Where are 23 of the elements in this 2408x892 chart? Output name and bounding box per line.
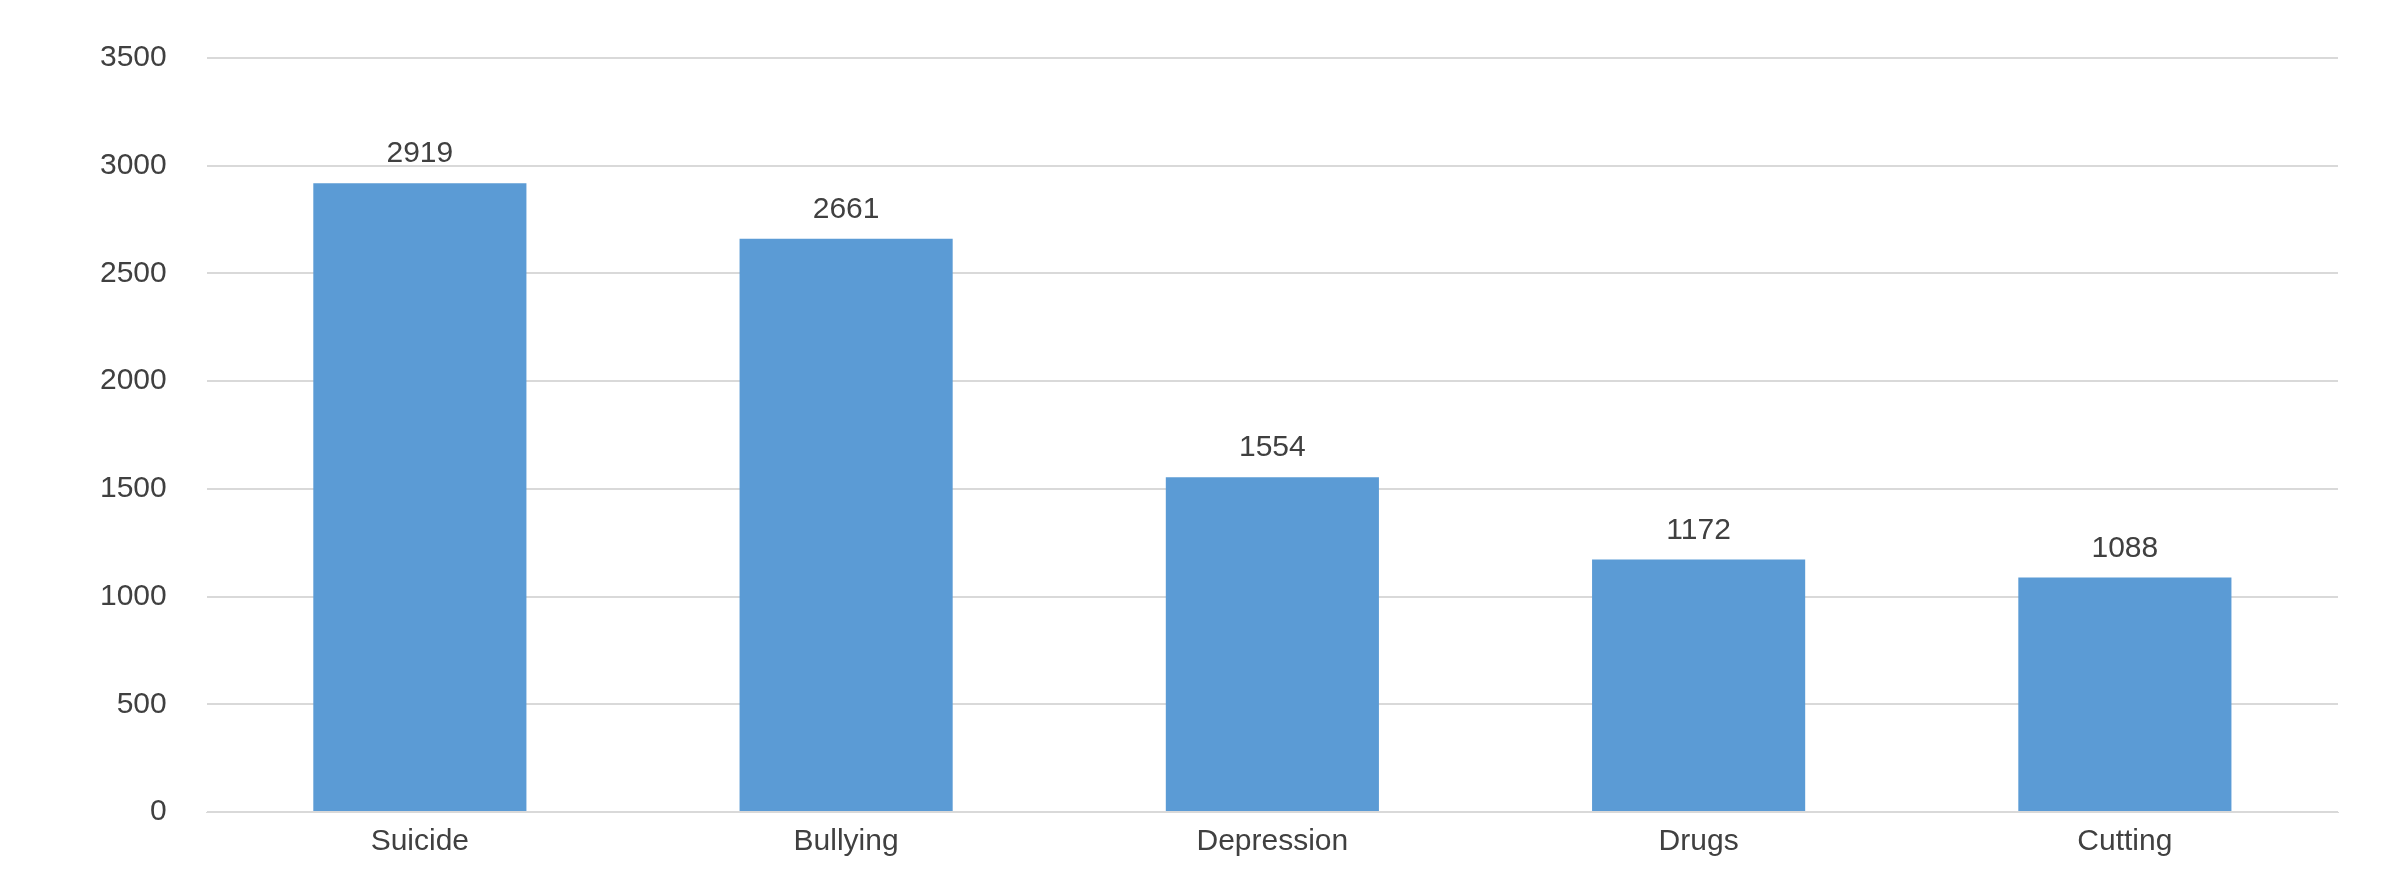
y-tick-label: 3500 (99, 39, 167, 73)
data-label: 1554 (1238, 429, 1306, 463)
data-label: 1088 (2091, 529, 2159, 563)
data-label: 2919 (386, 135, 454, 169)
x-tick-label: Suicide (370, 823, 470, 857)
y-tick-label: 500 (116, 685, 167, 719)
y-tick-label: 3000 (99, 146, 167, 180)
y-tick-label: 2000 (99, 362, 167, 396)
bar (739, 238, 953, 811)
bar (313, 183, 527, 811)
x-tick-label: Depression (1196, 823, 1349, 857)
bar (1592, 559, 1806, 811)
bar (2018, 577, 2232, 811)
y-tick-label: 2500 (99, 254, 167, 288)
y-tick-label: 1000 (99, 577, 167, 611)
data-label: 2661 (812, 191, 880, 225)
data-label: 1172 (1666, 511, 1731, 545)
x-tick-label: Bullying (793, 823, 899, 857)
bar (1165, 477, 1379, 811)
x-tick-label: Cutting (2077, 823, 2173, 857)
x-tick-label: Drugs (1658, 823, 1739, 857)
y-tick-label: 0 (150, 793, 167, 827)
y-tick-label: 1500 (99, 470, 167, 504)
